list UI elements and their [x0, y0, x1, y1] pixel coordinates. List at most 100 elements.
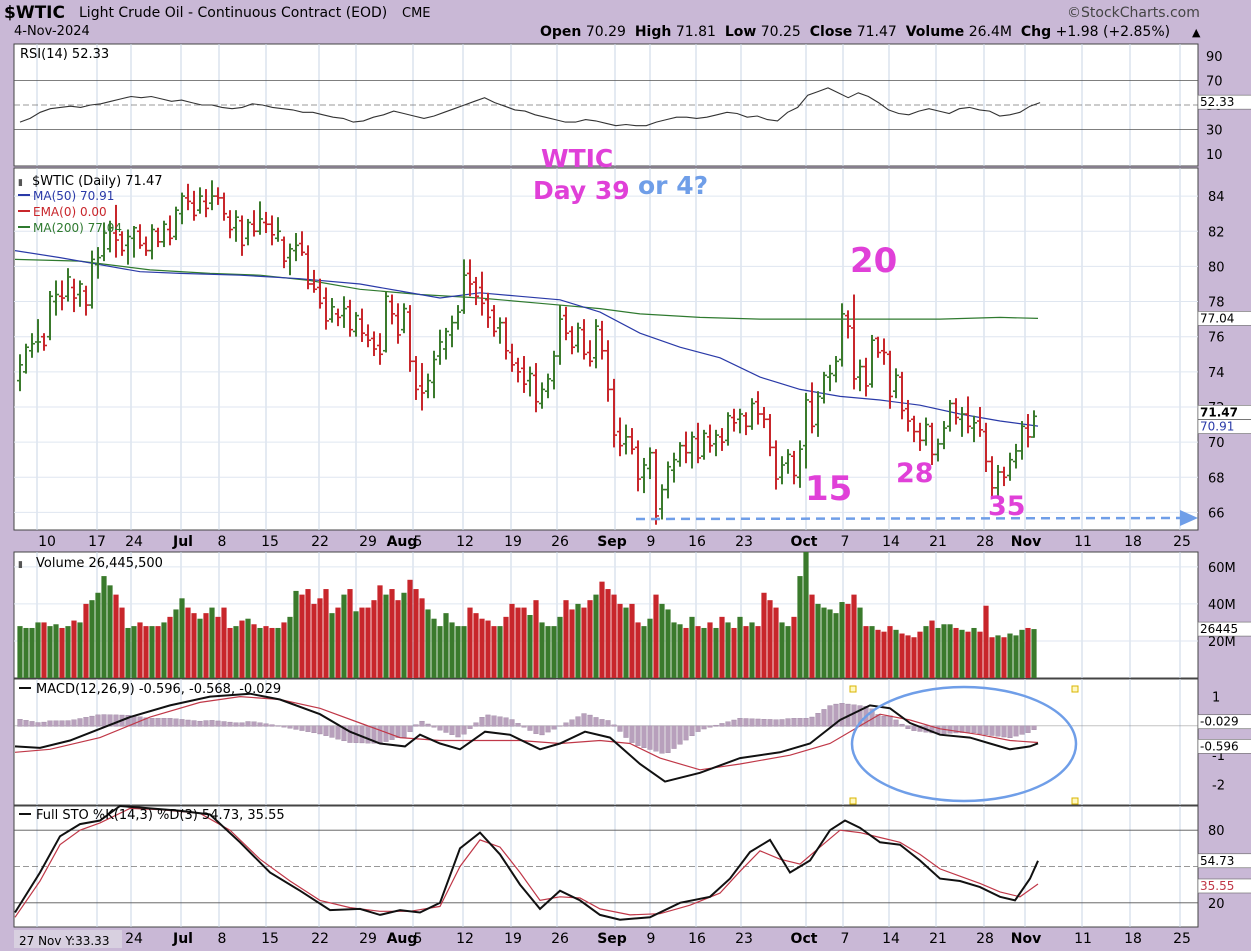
volume-bar-13	[95, 592, 101, 678]
volume-bar-91	[563, 600, 569, 678]
volume-bar-164	[1001, 637, 1007, 678]
macd-hist-bar-129	[791, 718, 797, 727]
volume-legend: Volume 26,445,500	[36, 556, 163, 571]
xaxis-top-tick-8: Aug	[387, 534, 418, 550]
macd-hist-bar-42	[269, 724, 275, 727]
ohlc-bar-148	[905, 399, 911, 432]
macd-hist-bar-131	[803, 718, 809, 727]
price-legend-2: MA(200) 77.04	[33, 221, 122, 235]
ohlc-bar-62	[389, 294, 395, 325]
price-legend-1: EMA(0) 0.00	[33, 205, 107, 219]
xaxis-top-tick-24: 18	[1124, 534, 1142, 550]
volume-bar-65	[407, 579, 413, 678]
xaxis-top-tick-7: 29	[359, 534, 377, 550]
support-arrow-line	[635, 516, 1181, 521]
volume-bar-28	[185, 607, 191, 678]
ohlc-bar-29	[191, 190, 197, 221]
ohlc-bar-90	[557, 305, 563, 365]
volume-bar-87	[539, 622, 545, 678]
macd-hist-bar-97	[599, 719, 605, 727]
macd-hist-bar-107	[659, 725, 665, 754]
macd-hist-bar-79	[491, 715, 497, 727]
macd-hist-bar-98	[605, 720, 611, 727]
volume-bar-77	[479, 618, 485, 678]
macd-hist-bar-0	[17, 719, 23, 727]
volume-bar-130	[797, 576, 803, 678]
macd-hist-bar-101	[623, 725, 629, 738]
ohlc-bar-102	[629, 428, 635, 455]
xaxis-bottom-tick-4: 8	[218, 931, 227, 947]
volume-bar-123	[755, 626, 761, 678]
sto-legend: Full STO %K(14,3) %D(3) 54.73, 35.55	[36, 808, 285, 823]
volume-bar-56	[353, 611, 359, 678]
ohlc-bar-66	[413, 356, 419, 400]
ohlc-bar-44	[281, 236, 287, 269]
ma200-line	[14, 258, 1039, 320]
ohlc-bar-70	[437, 329, 443, 365]
ohlc-bar-25	[167, 215, 173, 246]
ellipse-handle-2	[849, 797, 857, 805]
macd-hist-bar-40	[257, 722, 263, 727]
ohlc-bar-103	[635, 440, 641, 492]
volume-bar-11	[83, 603, 89, 678]
ohlc-bar-54	[341, 296, 347, 328]
ohlc-bar-101	[623, 424, 629, 455]
macd-hist-bar-49	[311, 725, 317, 734]
volume-bar-159	[971, 627, 977, 678]
price-ytick-76: 76	[1208, 331, 1225, 346]
volume-bar-129	[791, 616, 797, 678]
macd-hist-bar-51	[323, 725, 329, 736]
macd-hist-bar-39	[251, 721, 257, 727]
volume-bar-74	[461, 626, 467, 678]
high-label: High	[634, 24, 672, 40]
macd-hist-bar-110	[677, 725, 683, 745]
macd-hist-bar-7	[59, 720, 65, 727]
macd-hist-bar-53	[335, 725, 341, 740]
ohlc-bar-163	[995, 464, 1001, 497]
volume-bar-147	[899, 633, 905, 678]
macd-hist-bar-62	[389, 725, 395, 740]
ohlc-bar-76	[473, 276, 479, 306]
symbol[interactable]: $WTIC	[4, 3, 65, 23]
ohlc-bar-140	[857, 359, 863, 392]
macd-hist-bar-114	[701, 725, 707, 730]
ohlc-bar-27	[179, 192, 185, 225]
chg-up-arrow-icon: ▲	[1192, 26, 1201, 39]
annotation-day39: Day 39	[533, 176, 630, 205]
price-panel-frame	[13, 167, 1199, 531]
macd-hist-bar-99	[611, 724, 617, 727]
volume-bar-168	[1025, 627, 1031, 678]
volume-bar-72	[449, 622, 455, 678]
xaxis-top-tick-3: Jul	[172, 534, 193, 550]
macd-hist-bar-72	[449, 725, 455, 735]
volume-bar-88	[545, 626, 551, 678]
volume-bar-157	[959, 629, 965, 678]
xaxis-bottom-tick-22: Nov	[1011, 931, 1041, 947]
ohlc-bar-143	[875, 336, 881, 358]
volume-bar-23	[155, 626, 161, 678]
brand-logo[interactable]: ©StockCharts.com	[1067, 5, 1200, 21]
volume-bar-41	[263, 626, 269, 678]
ohlc-bar-85	[527, 366, 533, 397]
ellipse-handle-0	[849, 685, 857, 693]
ohlc-bar-46	[293, 233, 299, 262]
xaxis-top-tick-14: 9	[647, 534, 656, 550]
ohlc-bar-123	[755, 391, 761, 425]
volume-bar-17	[119, 607, 125, 678]
volume-bar-124	[761, 592, 767, 678]
volume-bar-132	[809, 594, 815, 678]
macd-hist-bar-120	[737, 718, 743, 727]
ohlc-bar-105	[647, 447, 653, 480]
annotation-cycle-35: 35	[988, 491, 1026, 522]
volume-bar-134	[821, 607, 827, 678]
macd-hist-bar-67	[419, 720, 425, 727]
volume-bar-120	[737, 616, 743, 678]
macd-hist-bar-88	[545, 725, 551, 733]
xaxis-top-tick-1: 17	[88, 534, 106, 550]
cursor-readout: 27 Nov Y:33.33	[19, 934, 109, 948]
ohlc-bar-124	[761, 406, 767, 429]
price-ytick-74: 74	[1208, 366, 1225, 381]
volume-bar-18	[125, 627, 131, 678]
volume-bar-167	[1019, 629, 1025, 678]
macd-hist-bar-156	[953, 725, 959, 734]
